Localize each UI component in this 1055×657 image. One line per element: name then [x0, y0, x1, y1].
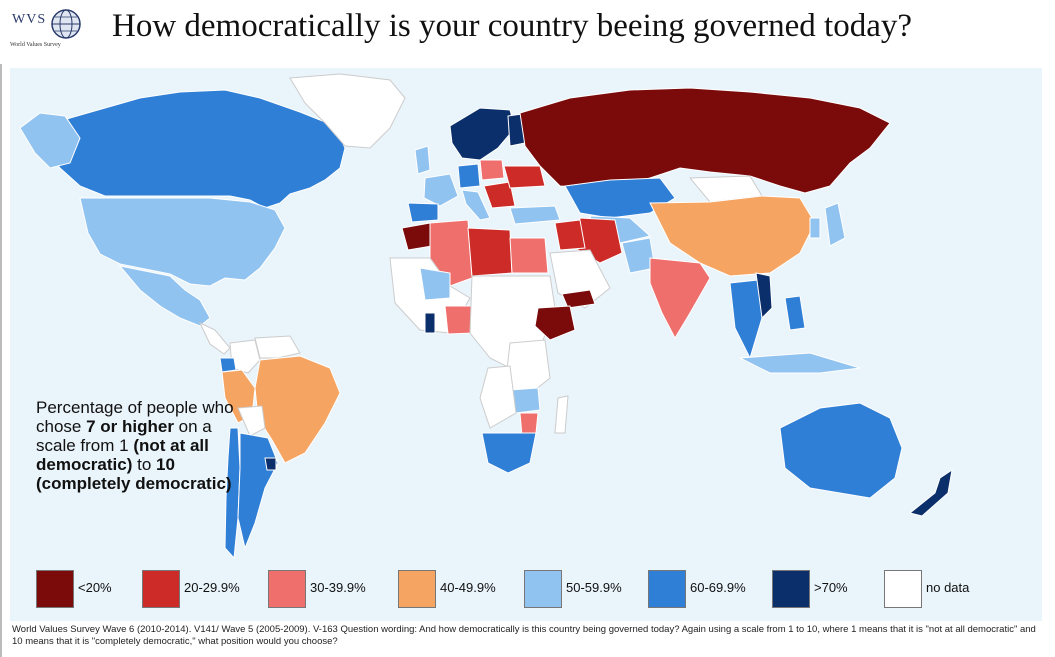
wvs-logo: WVS World Values Survey	[8, 8, 90, 54]
greenland	[289, 73, 406, 149]
korea	[809, 217, 821, 239]
ukraine	[503, 165, 546, 189]
legend-label: 50-59.9%	[566, 580, 622, 595]
logo-subtitle: World Values Survey	[10, 42, 61, 48]
china	[649, 195, 816, 277]
thailand-malaysia	[729, 279, 763, 360]
vietnam	[755, 272, 773, 320]
canada	[39, 89, 346, 209]
caption-bold-2: (not at all democratic)	[36, 436, 209, 474]
poland	[479, 159, 505, 181]
legend-swatch	[648, 570, 686, 608]
legend-swatch	[36, 570, 74, 608]
france	[423, 173, 459, 207]
legend-swatch	[772, 570, 810, 608]
world-map-svg	[10, 68, 1042, 621]
south-africa	[481, 432, 537, 474]
left-border	[0, 0, 2, 657]
legend-label: >70%	[814, 580, 848, 595]
yemen	[561, 289, 596, 309]
central-america	[198, 321, 231, 355]
legend-swatch	[268, 570, 306, 608]
morocco	[401, 222, 433, 251]
ghana	[424, 312, 436, 334]
world-map: Percentage of people who chose 7 or high…	[10, 68, 1042, 621]
uk	[414, 145, 431, 175]
caption-text-2: on a scale from 1	[36, 417, 212, 455]
usa	[79, 197, 286, 287]
italy	[461, 189, 491, 221]
mali	[419, 267, 451, 301]
legend-label: 40-49.9%	[440, 580, 496, 595]
venezuela	[254, 335, 301, 359]
header: WVS World Values Survey How democratical…	[0, 0, 1055, 64]
legend-swatch	[524, 570, 562, 608]
legend-label: <20%	[78, 580, 112, 595]
ethiopia	[534, 305, 576, 341]
map-caption: Percentage of people who chose 7 or high…	[36, 398, 236, 493]
legend-label: no data	[926, 580, 970, 595]
page-title: How democratically is your country beein…	[112, 8, 912, 44]
bolivia	[237, 405, 266, 437]
australia	[779, 402, 903, 499]
legend-label: 20-29.9%	[184, 580, 240, 595]
japan	[824, 202, 846, 247]
turkey	[509, 205, 561, 225]
footnote: World Values Survey Wave 6 (2010-2014). …	[12, 624, 1036, 647]
caption-text-1: Percentage of people who chose	[36, 398, 234, 436]
libya	[467, 227, 513, 277]
caption-text-3: to	[132, 455, 156, 474]
legend-swatch	[884, 570, 922, 608]
legend-label: 30-39.9%	[310, 580, 366, 595]
caption-bold-3: 10 (completely democratic)	[36, 455, 232, 493]
iraq-syria	[554, 219, 586, 251]
new-zealand	[908, 468, 953, 517]
india	[649, 257, 711, 340]
uruguay	[264, 457, 277, 471]
norway-sweden	[449, 107, 516, 161]
legend-label: 60-69.9%	[690, 580, 746, 595]
legend-swatch	[398, 570, 436, 608]
southern-africa-mid	[479, 365, 517, 429]
logo-text: WVS	[12, 12, 47, 27]
alaska	[19, 112, 81, 169]
chile	[224, 427, 241, 560]
philippines	[784, 295, 806, 331]
caption-bold-1: 7 or higher	[86, 417, 174, 436]
algeria	[429, 219, 473, 287]
globe-icon	[51, 9, 81, 39]
egypt	[509, 237, 549, 274]
balkans	[483, 181, 516, 209]
germany	[457, 163, 481, 189]
spain	[407, 202, 439, 223]
madagascar	[554, 395, 569, 434]
legend-swatch	[142, 570, 180, 608]
indonesia	[738, 352, 861, 374]
legend: <20% 20-29.9% 30-39.9% 40-49.9% 50-59.9%…	[36, 570, 1036, 610]
ecuador	[219, 357, 237, 373]
mexico	[118, 265, 211, 327]
